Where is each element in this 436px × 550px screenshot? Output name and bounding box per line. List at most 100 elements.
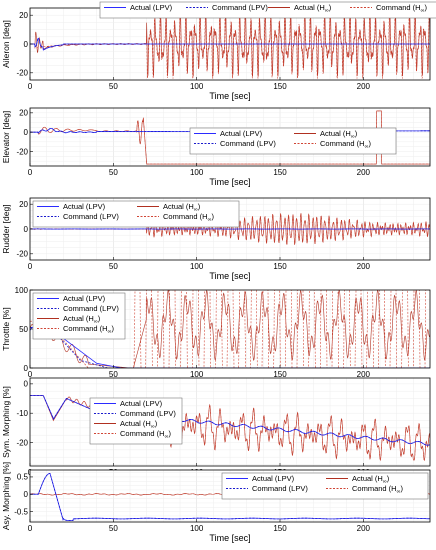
rudder-xtick-label: 50	[109, 262, 118, 271]
rudder-legend-label-actual_hinf: Actual (H∞)	[163, 202, 201, 213]
throttle-xtick-label: 200	[357, 370, 371, 379]
aileron-ytick-label: -20	[16, 69, 28, 78]
elevator-legend-label-command_hinf: Command (H∞)	[320, 139, 372, 150]
aileron-legend-box	[99, 1, 436, 19]
elevator-legend-label-command_lpv: Command (LPV)	[220, 139, 276, 148]
asy_morphing-legend: Actual (LPV) Actual (H∞) Command (LPV) Comm…	[221, 472, 429, 500]
rudder-ytick-label: -20	[16, 250, 28, 259]
aileron-legend: Actual (LPV) Command (LPV) Actual (H∞) Comm…	[99, 1, 436, 19]
sym_morphing-ytick-label: -10	[16, 409, 28, 418]
asy_morphing-ytick-label: -0.5	[14, 507, 28, 516]
throttle-ytick-label: 0	[24, 364, 29, 373]
throttle-ytick-label: 50	[19, 325, 28, 334]
aileron-legend-label-actual_hinf: Actual (H∞)	[294, 3, 332, 14]
throttle-series-command_lpv	[30, 327, 430, 368]
elevator-xtick-label: 200	[357, 168, 371, 177]
asy_morphing-legend-label-actual_hinf: Actual (H∞)	[352, 474, 390, 485]
rudder-ytick-label: 20	[19, 200, 28, 209]
throttle-ylabel: Throttle [%]	[1, 307, 11, 350]
rudder-xlabel: Time [sec]	[209, 271, 250, 281]
aileron-xtick-label: 50	[109, 82, 118, 91]
elevator-xlabel: Time [sec]	[209, 177, 250, 187]
throttle-xtick-label: 150	[273, 370, 287, 379]
rudder-xtick-label: 0	[28, 262, 33, 271]
elevator-series-command_hinf	[30, 110, 430, 165]
sym_morphing-legend-box	[89, 397, 183, 445]
aileron-ytick-label: 20	[19, 11, 28, 20]
sym_morphing-legend: Actual (LPV)Command (LPV)Actual (H∞)Comm…	[89, 397, 183, 445]
aileron-legend-label-actual_lpv: Actual (LPV)	[130, 3, 173, 12]
rudder-traces	[30, 213, 430, 245]
asy_morphing-xtick-label: 150	[273, 524, 287, 533]
aileron-ylabel: Aileron [deg]	[1, 20, 11, 68]
aileron-legend-label-command_lpv: Command (LPV)	[212, 3, 268, 12]
asy_morphing-ylabel: Asy. Morphing [%]	[1, 462, 11, 530]
rudder-ylabel: Rudder [deg]	[1, 204, 11, 253]
sym_morphing-legend-label-actual_hinf: Actual (H∞)	[120, 419, 158, 430]
aileron-xtick-label: 0	[28, 82, 33, 91]
sym_morphing-legend-label-actual_lpv: Actual (LPV)	[120, 399, 163, 408]
asy_morphing-ytick-label: 0	[24, 490, 29, 499]
throttle-xtick-label: 100	[190, 370, 204, 379]
throttle-legend-label-actual_lpv: Actual (LPV)	[63, 294, 106, 303]
asy_morphing-xlabel: Time [sec]	[209, 533, 250, 543]
rudder-xtick-label: 200	[357, 262, 371, 271]
aileron-legend-label-command_hinf: Command (H∞)	[376, 3, 428, 14]
elevator-ytick-label: 20	[19, 109, 28, 118]
throttle-ytick-label: 100	[15, 286, 29, 295]
elevator-xtick-label: 50	[109, 168, 118, 177]
throttle-legend-label-command_lpv: Command (LPV)	[63, 304, 119, 313]
asy_morphing-xtick-label: 0	[28, 524, 33, 533]
sym_morphing-legend-label-command_hinf: Command (H∞)	[120, 429, 172, 440]
asy_morphing-ytick-label: 0.5	[17, 473, 29, 482]
elevator-ylabel: Elevator [deg]	[1, 111, 11, 163]
elevator-legend: Actual (LPV) Actual (H∞) Command (LPV) Comm…	[189, 127, 397, 155]
throttle-traces	[30, 290, 430, 368]
rudder-legend-box	[32, 200, 240, 228]
elevator-legend-label-actual_lpv: Actual (LPV)	[220, 129, 263, 138]
sym_morphing-ytick-label: 0	[24, 380, 29, 389]
elevator-xtick-label: 0	[28, 168, 33, 177]
rudder-ytick-label: 0	[24, 225, 29, 234]
elevator-ytick-label: -20	[16, 147, 28, 156]
aileron-traces	[30, 8, 430, 79]
sym_morphing-series-command_lpv	[30, 395, 430, 446]
elevator-ytick-label: 0	[24, 128, 29, 137]
elevator-xtick-label: 100	[190, 168, 204, 177]
asy_morphing-xtick-label: 50	[109, 524, 118, 533]
rudder-legend-label-command_lpv: Command (LPV)	[63, 212, 119, 221]
throttle-legend-label-command_hinf: Command (H∞)	[63, 324, 115, 335]
asy_morphing-legend-box	[221, 472, 429, 500]
throttle-legend-label-actual_hinf: Actual (H∞)	[63, 314, 101, 325]
asy_morphing-axes-frame	[29, 469, 431, 523]
aileron-xtick-label: 100	[190, 82, 204, 91]
elevator-axes-frame	[29, 107, 431, 167]
aileron-xtick-label: 200	[357, 82, 371, 91]
sym_morphing-axes-frame	[29, 377, 431, 467]
asy_morphing-legend-label-command_lpv: Command (LPV)	[252, 484, 308, 493]
sym_morphing-ylabel: Sym. Morphing [%]	[1, 386, 11, 458]
aileron-ytick-label: 0	[24, 40, 29, 49]
rudder-legend-label-actual_lpv: Actual (LPV)	[63, 202, 106, 211]
sym_morphing-ytick-label: -20	[16, 438, 28, 447]
asy_morphing-legend-label-command_hinf: Command (H∞)	[352, 484, 404, 495]
aileron-xlabel: Time [sec]	[209, 91, 250, 101]
rudder-legend: Actual (LPV) Actual (H∞) Command (LPV) Comm…	[32, 200, 240, 228]
asy_morphing-series-command_lpv	[30, 473, 430, 522]
elevator-xtick-label: 150	[273, 168, 287, 177]
elevator-legend-label-actual_hinf: Actual (H∞)	[320, 129, 358, 140]
aileron-series-command_lpv	[30, 37, 430, 51]
elevator-legend-box	[189, 127, 397, 155]
rudder-legend-label-command_hinf: Command (H∞)	[163, 212, 215, 223]
elevator-series-command_lpv	[30, 127, 430, 134]
aileron-xtick-label: 150	[273, 82, 287, 91]
throttle-series-actual_lpv	[30, 327, 430, 368]
throttle-xtick-label: 50	[109, 370, 118, 379]
asy_morphing-xtick-label: 100	[190, 524, 204, 533]
sym_morphing-legend-label-command_lpv: Command (LPV)	[120, 409, 176, 418]
asy_morphing-legend-label-actual_lpv: Actual (LPV)	[252, 474, 295, 483]
throttle-legend: Actual (LPV)Command (LPV)Actual (H∞)Comm…	[32, 292, 126, 340]
throttle-legend-box	[32, 292, 126, 340]
